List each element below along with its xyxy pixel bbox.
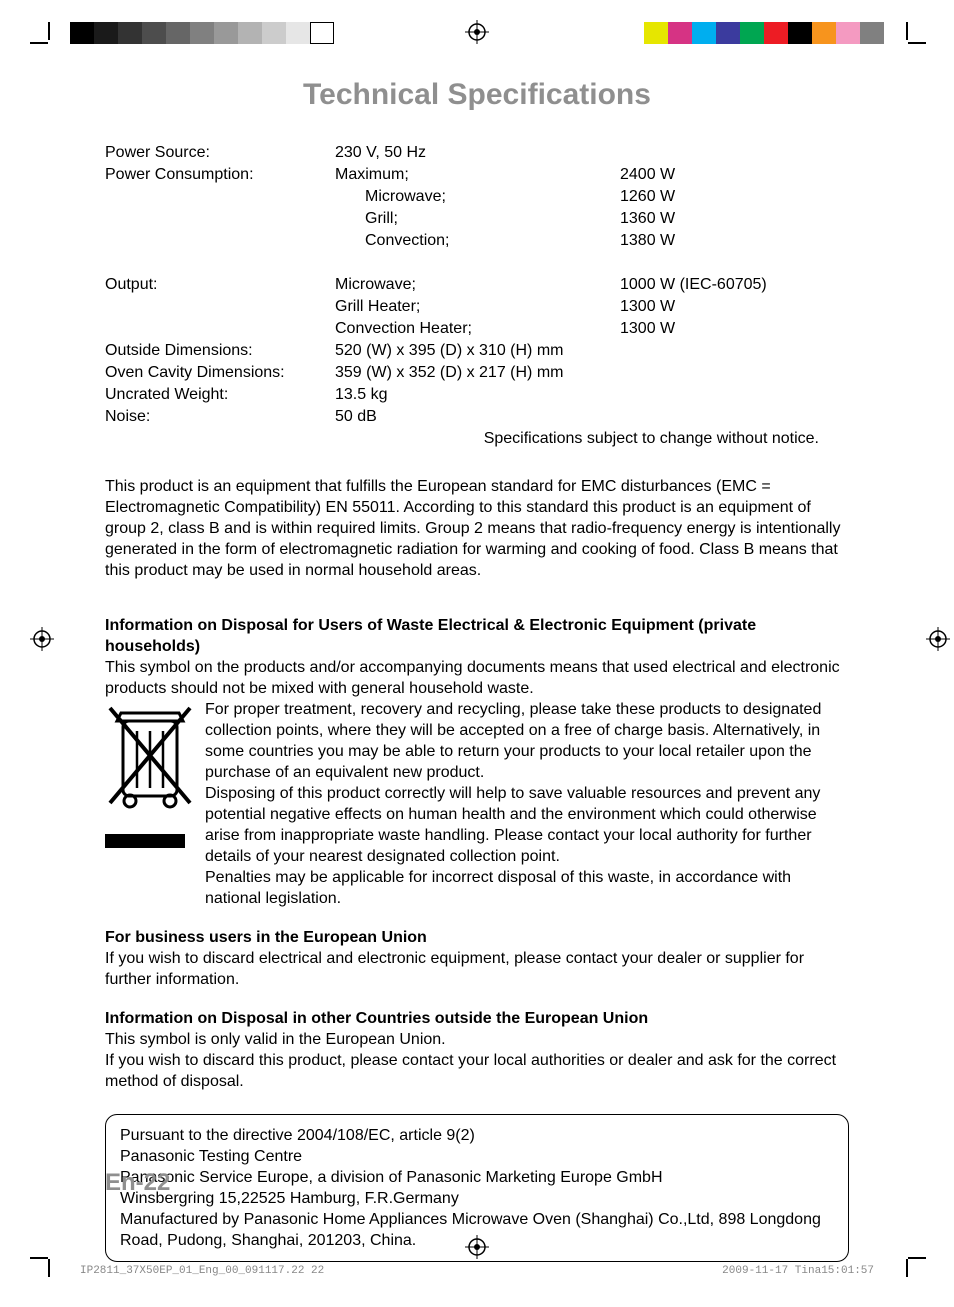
crop-mark xyxy=(30,1257,48,1259)
disposal-body: Disposing of this product correctly will… xyxy=(205,783,849,867)
outside-eu-section: Information on Disposal in other Countri… xyxy=(105,1008,849,1092)
crop-mark xyxy=(906,22,908,40)
spec-label: Outside Dimensions: xyxy=(105,340,335,362)
directive-line: Panasonic Testing Centre xyxy=(120,1146,834,1167)
weee-bin-icon xyxy=(105,703,195,848)
spec-value: 2400 W xyxy=(620,164,849,186)
footer-filename: IP2811_37X50EP_01_Eng_00_091117.22 22 xyxy=(80,1265,324,1277)
spec-row-noise: Noise: 50 dB xyxy=(105,406,849,428)
directive-box: Pursuant to the directive 2004/108/EC, a… xyxy=(105,1114,849,1262)
spec-row-power-source: Power Source: 230 V, 50 Hz xyxy=(105,142,849,164)
directive-line: Winsbergring 15,22525 Hamburg, F.R.Germa… xyxy=(120,1188,834,1209)
spec-row-cavity-dim: Oven Cavity Dimensions: 359 (W) x 352 (D… xyxy=(105,362,849,384)
spec-row-output-grill: Grill Heater; 1300 W xyxy=(105,296,849,318)
registration-mark-icon xyxy=(30,627,54,651)
crop-mark xyxy=(908,1257,926,1259)
grayscale-swatches xyxy=(70,22,334,44)
footer-timestamp: 2009-11-17 Tina15:01:57 xyxy=(722,1265,874,1277)
spec-sub: Convection; xyxy=(335,230,620,252)
spec-label: Oven Cavity Dimensions: xyxy=(105,362,335,384)
spec-label: Power Consumption: xyxy=(105,164,335,186)
spec-sub: Microwave; xyxy=(335,274,620,296)
spec-row-consumption-max: Power Consumption: Maximum; 2400 W xyxy=(105,164,849,186)
spec-value: 1360 W xyxy=(620,208,849,230)
disposal-heading: Information on Disposal for Users of Was… xyxy=(105,615,849,657)
crop-mark xyxy=(48,1259,50,1277)
spec-row-consumption-conv: Convection; 1380 W xyxy=(105,230,849,252)
spec-sub: Grill; xyxy=(335,208,620,230)
registration-mark-icon xyxy=(926,627,950,651)
registration-mark-icon xyxy=(465,20,489,44)
spec-table: Power Source: 230 V, 50 Hz Power Consump… xyxy=(105,142,849,428)
outside-eu-heading: Information on Disposal in other Countri… xyxy=(105,1008,849,1029)
spec-value: 1300 W xyxy=(620,296,849,318)
emc-paragraph: This product is an equipment that fulfil… xyxy=(105,476,849,581)
spec-sub: Maximum; xyxy=(335,164,620,186)
spec-row-outside-dim: Outside Dimensions: 520 (W) x 395 (D) x … xyxy=(105,340,849,362)
change-notice: Specifications subject to change without… xyxy=(105,430,849,448)
spec-row-consumption-grill: Grill; 1360 W xyxy=(105,208,849,230)
spec-row-consumption-mw: Microwave; 1260 W xyxy=(105,186,849,208)
page-number: En-22 xyxy=(105,1169,170,1197)
directive-line: Pursuant to the directive 2004/108/EC, a… xyxy=(120,1125,834,1146)
spec-value: 520 (W) x 395 (D) x 310 (H) mm xyxy=(335,340,620,362)
spec-value: 230 V, 50 Hz xyxy=(335,142,620,164)
disposal-body: For proper treatment, recovery and recyc… xyxy=(205,699,849,783)
spec-value: 1300 W xyxy=(620,318,849,340)
crop-mark xyxy=(906,1259,908,1277)
disposal-intro: This symbol on the products and/or accom… xyxy=(105,657,849,699)
directive-line: Manufactured by Panasonic Home Appliance… xyxy=(120,1209,834,1251)
spec-sub: Grill Heater; xyxy=(335,296,620,318)
weee-bar-icon xyxy=(105,834,185,848)
disposal-body: Penalties may be applicable for incorrec… xyxy=(205,867,849,909)
spec-sub: Microwave; xyxy=(335,186,620,208)
spec-label: Noise: xyxy=(105,406,335,428)
spec-value: 13.5 kg xyxy=(335,384,620,406)
spec-value: 50 dB xyxy=(335,406,620,428)
business-text: If you wish to discard electrical and el… xyxy=(105,948,849,990)
spec-label: Output: xyxy=(105,274,335,296)
business-heading: For business users in the European Union xyxy=(105,927,849,948)
crop-mark xyxy=(30,42,48,44)
outside-eu-text: This symbol is only valid in the Europea… xyxy=(105,1029,849,1050)
spec-row-output-conv: Convection Heater; 1300 W xyxy=(105,318,849,340)
spec-value: 1000 W (IEC-60705) xyxy=(620,274,849,296)
spec-sub: Convection Heater; xyxy=(335,318,620,340)
spec-label: Uncrated Weight: xyxy=(105,384,335,406)
print-footer: IP2811_37X50EP_01_Eng_00_091117.22 22 20… xyxy=(80,1265,874,1277)
page-title: Technical Specifications xyxy=(105,78,849,112)
crop-mark xyxy=(908,42,926,44)
directive-line: Panasonic Service Europe, a division of … xyxy=(120,1167,834,1188)
spec-value: 359 (W) x 352 (D) x 217 (H) mm xyxy=(335,362,620,384)
page-content: Technical Specifications Power Source: 2… xyxy=(105,60,849,1237)
business-section: For business users in the European Union… xyxy=(105,927,849,990)
color-swatches xyxy=(644,22,884,44)
crop-mark xyxy=(48,22,50,40)
outside-eu-text: If you wish to discard this product, ple… xyxy=(105,1050,849,1092)
spec-value: 1260 W xyxy=(620,186,849,208)
spec-row-output-mw: Output: Microwave; 1000 W (IEC-60705) xyxy=(105,274,849,296)
spec-row-weight: Uncrated Weight: 13.5 kg xyxy=(105,384,849,406)
spec-value: 1380 W xyxy=(620,230,849,252)
disposal-section: Information on Disposal for Users of Was… xyxy=(105,615,849,909)
spec-label: Power Source: xyxy=(105,142,335,164)
